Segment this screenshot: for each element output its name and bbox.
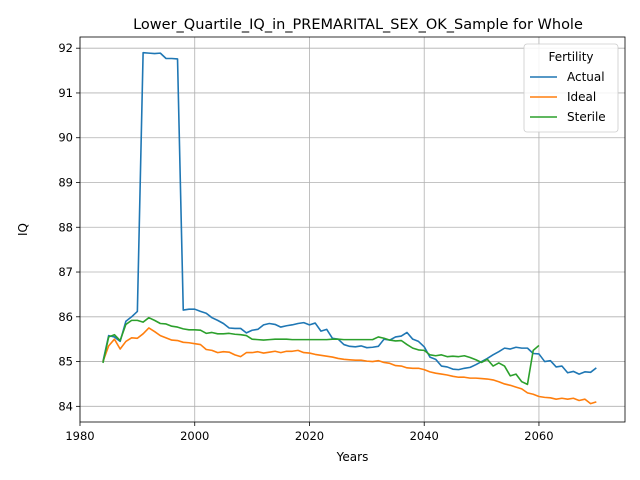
y-tick-label: 91 <box>58 86 73 100</box>
x-tick-label: 2000 <box>180 429 209 443</box>
series-line-sterile <box>102 316 540 386</box>
y-tick-label: 87 <box>58 265 73 279</box>
y-axis-label: IQ <box>16 223 30 236</box>
x-tick-label: 2020 <box>295 429 324 443</box>
legend-label-actual: Actual <box>567 70 605 84</box>
legend-label-sterile: Sterile <box>567 110 606 124</box>
y-tick-label: 90 <box>58 131 73 145</box>
legend-label-ideal: Ideal <box>567 90 596 104</box>
y-tick-label: 85 <box>58 355 73 369</box>
legend: Fertility Actual Ideal Sterile <box>523 43 619 133</box>
legend-items: Actual Ideal Sterile <box>530 70 606 124</box>
plot-frame <box>79 36 626 423</box>
y-axis: 84 85 86 87 88 89 90 91 92 <box>58 41 80 413</box>
x-tick-label: 2060 <box>524 429 553 443</box>
chart-title: Lower_Quartile_IQ_in_PREMARITAL_SEX_OK_S… <box>133 17 583 33</box>
y-tick-label: 88 <box>58 220 73 234</box>
y-tick-label: 86 <box>58 310 73 324</box>
y-tick-label: 89 <box>58 175 73 189</box>
y-tick-label: 92 <box>58 41 73 55</box>
x-axis: 1980 2000 2020 2040 2060 <box>65 422 554 443</box>
x-tick-label: 2040 <box>410 429 439 443</box>
series-line-actual <box>102 51 597 375</box>
series-layer <box>102 51 597 405</box>
series-line-ideal <box>102 327 597 405</box>
y-tick-label: 84 <box>58 399 73 413</box>
x-tick-label: 1980 <box>65 429 94 443</box>
legend-title: Fertility <box>548 50 593 64</box>
legend-box <box>523 43 619 133</box>
x-axis-label: Years <box>336 450 369 464</box>
